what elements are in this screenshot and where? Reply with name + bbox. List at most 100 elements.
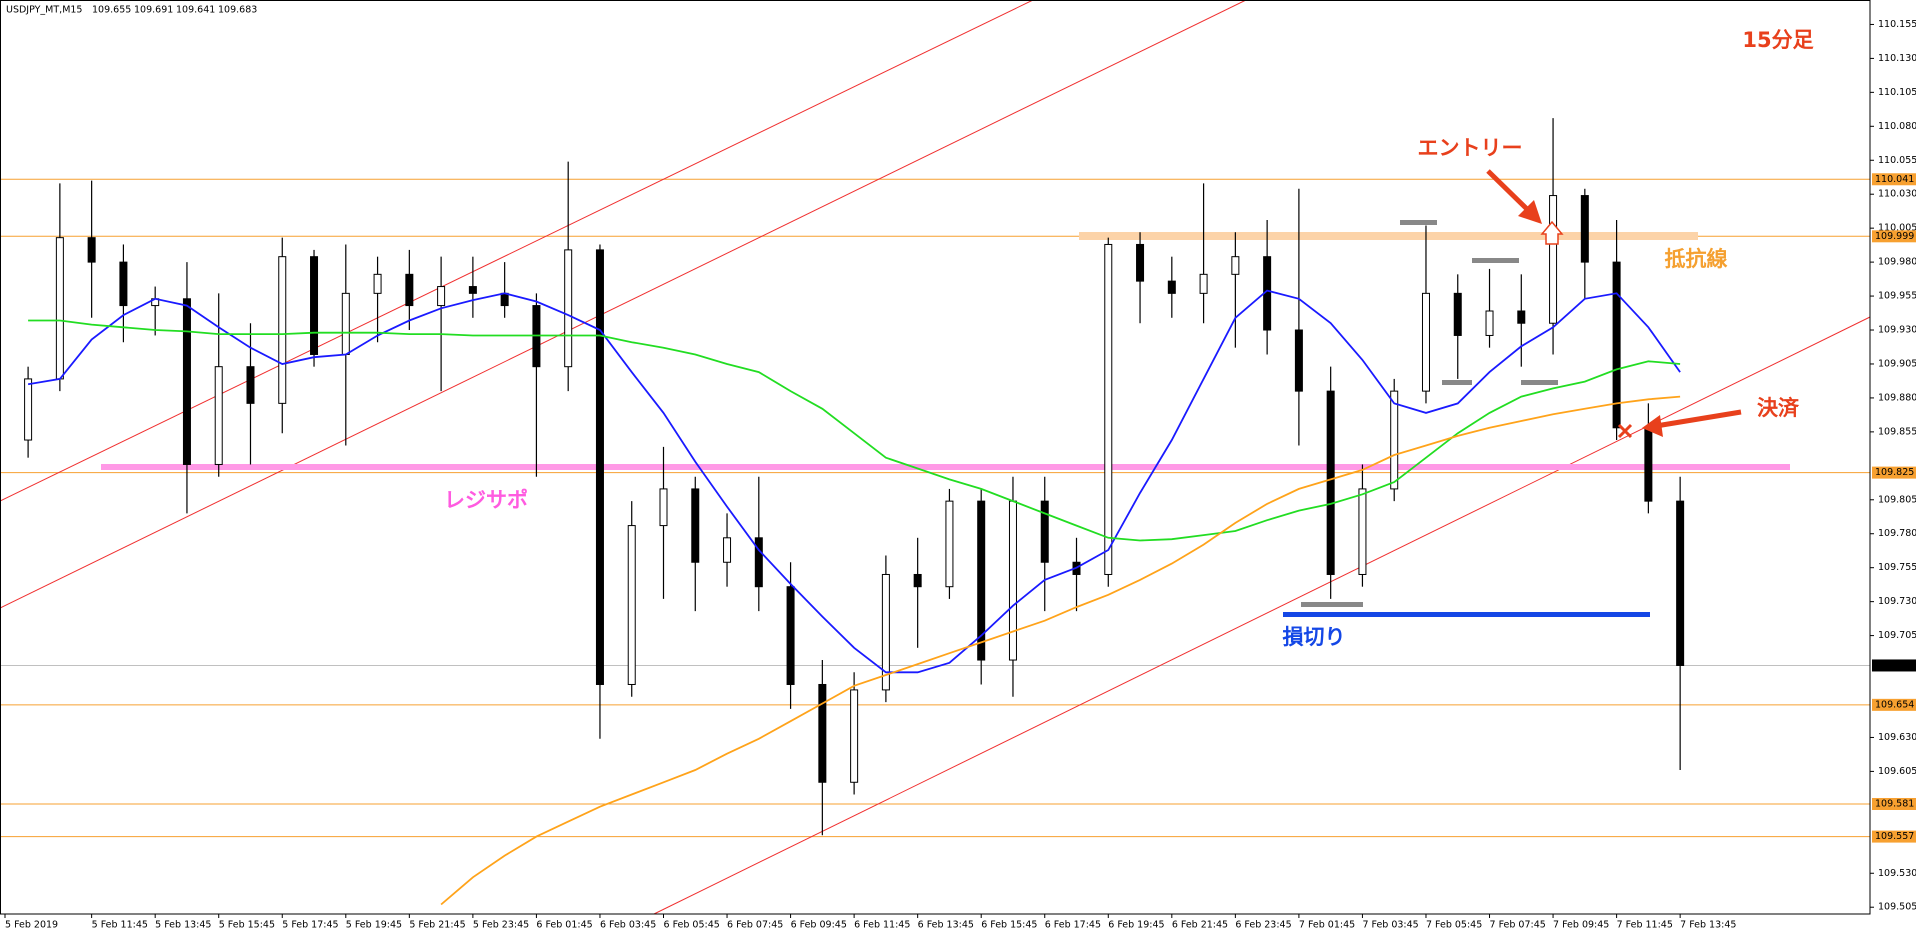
x-tick-label: 6 Feb 23:45 <box>1235 920 1291 931</box>
candle-body <box>1612 261 1621 429</box>
candle-body <box>818 683 827 783</box>
candle-body <box>627 525 636 685</box>
candle-body <box>1485 310 1494 336</box>
y-tick-label: 109.730 <box>1878 596 1916 607</box>
candle-body <box>214 366 223 465</box>
candle-body <box>595 249 604 685</box>
trend-line <box>0 0 1247 609</box>
header-value: 109.683 <box>218 5 257 16</box>
y-tick-label: 110.030 <box>1878 189 1916 200</box>
stop-line <box>1283 612 1650 617</box>
support-label: レジサポ <box>444 488 528 512</box>
candle-body <box>754 537 763 588</box>
x-tick-label: 7 Feb 05:45 <box>1426 920 1482 931</box>
candle-body <box>405 273 414 307</box>
markers <box>1301 220 1558 607</box>
x-tick-label: 5 Feb 2019 <box>5 920 58 931</box>
ma-layer <box>27 289 1681 906</box>
candle-body <box>1294 329 1303 392</box>
candle-body <box>1167 280 1176 294</box>
candle-body <box>850 689 859 783</box>
y-tick-label: 110.055 <box>1878 155 1916 166</box>
x-tick-label: 6 Feb 15:45 <box>981 920 1037 931</box>
resistance-zone <box>1079 232 1698 240</box>
candle-body <box>119 261 128 307</box>
candle-body <box>87 237 96 263</box>
x-tick-label: 6 Feb 07:45 <box>727 920 783 931</box>
y-tick-label: 110.005 <box>1878 223 1916 234</box>
candle-body <box>468 286 477 294</box>
candle-body <box>278 256 287 404</box>
level-box <box>1872 173 1916 186</box>
resistance-label: 抵抗線 <box>1665 247 1728 271</box>
candle-body <box>437 286 446 307</box>
candle-body <box>1040 500 1049 563</box>
x-tick-label: 5 Feb 13:45 <box>155 920 211 931</box>
marker <box>1521 380 1558 385</box>
candle-body <box>1231 256 1240 275</box>
header-value: 109.691 <box>134 5 173 16</box>
y-tick-label: 109.755 <box>1878 562 1916 573</box>
x-tick-label: 5 Feb 19:45 <box>346 920 402 931</box>
candle-body <box>310 256 319 355</box>
header-value: 109.641 <box>176 5 215 16</box>
candle-body <box>1390 390 1399 490</box>
level-label: 109.654 <box>1875 699 1914 710</box>
x-tick-label: 7 Feb 13:45 <box>1680 920 1736 931</box>
trend-line <box>0 0 1034 502</box>
y-tick-label: 109.980 <box>1878 257 1916 268</box>
support-line <box>101 464 1790 470</box>
candle-body <box>500 292 509 307</box>
levels-layer <box>0 178 1870 838</box>
x-tick-label: 7 Feb 07:45 <box>1490 920 1546 931</box>
level-label: 109.581 <box>1875 798 1914 809</box>
x-tick-label: 5 Feb 15:45 <box>219 920 275 931</box>
candle-body <box>55 237 64 380</box>
x-tick-label: 5 Feb 21:45 <box>409 920 465 931</box>
ma-line <box>440 395 1681 906</box>
candle-body <box>1644 427 1653 502</box>
candle-body <box>691 488 700 563</box>
candle-body <box>341 292 350 355</box>
candle-body <box>977 500 986 661</box>
level-label: 109.999 <box>1875 231 1914 242</box>
y-tick-label: 109.505 <box>1878 902 1916 913</box>
candle-body <box>1358 488 1367 575</box>
candle-body <box>913 573 922 588</box>
candle-body <box>1008 500 1017 661</box>
candle-body <box>1326 390 1335 575</box>
level-label: 109.683 <box>1875 660 1914 671</box>
candle-body <box>1676 500 1685 666</box>
y-tick-label: 109.905 <box>1878 358 1916 369</box>
exit-arrow-head <box>1642 415 1663 437</box>
candle-body <box>1549 195 1558 324</box>
trend-line <box>653 316 1871 915</box>
candle-body <box>945 500 954 588</box>
chart-title: USDJPY_MT,M15 <box>6 5 82 16</box>
y-tick-label: 109.880 <box>1878 392 1916 403</box>
y-tick-label: 109.705 <box>1878 630 1916 641</box>
y-tick-label: 109.605 <box>1878 766 1916 777</box>
candle-body <box>723 537 732 563</box>
candle-body <box>564 249 573 368</box>
x-tick-label: 5 Feb 23:45 <box>473 920 529 931</box>
entry-arrow-head <box>1518 200 1542 224</box>
x-tick-label: 6 Feb 13:45 <box>918 920 974 931</box>
level-label: 109.557 <box>1875 831 1914 842</box>
y-tick-label: 110.080 <box>1878 121 1916 132</box>
candle-body <box>1421 292 1430 392</box>
stop-label: 損切り <box>1283 625 1346 649</box>
candle-body <box>1199 273 1208 294</box>
marker <box>1301 602 1363 607</box>
x-tick-label: 6 Feb 09:45 <box>791 920 847 931</box>
candles-layer <box>24 118 1685 836</box>
exit-arrow <box>1655 409 1742 429</box>
y-tick-label: 110.155 <box>1878 19 1916 30</box>
candle-body <box>1104 243 1113 575</box>
x-tick-label: 5 Feb 17:45 <box>282 920 338 931</box>
exit-marker <box>1617 423 1633 439</box>
ma-line <box>27 289 1681 674</box>
level-label: 109.825 <box>1875 467 1914 478</box>
